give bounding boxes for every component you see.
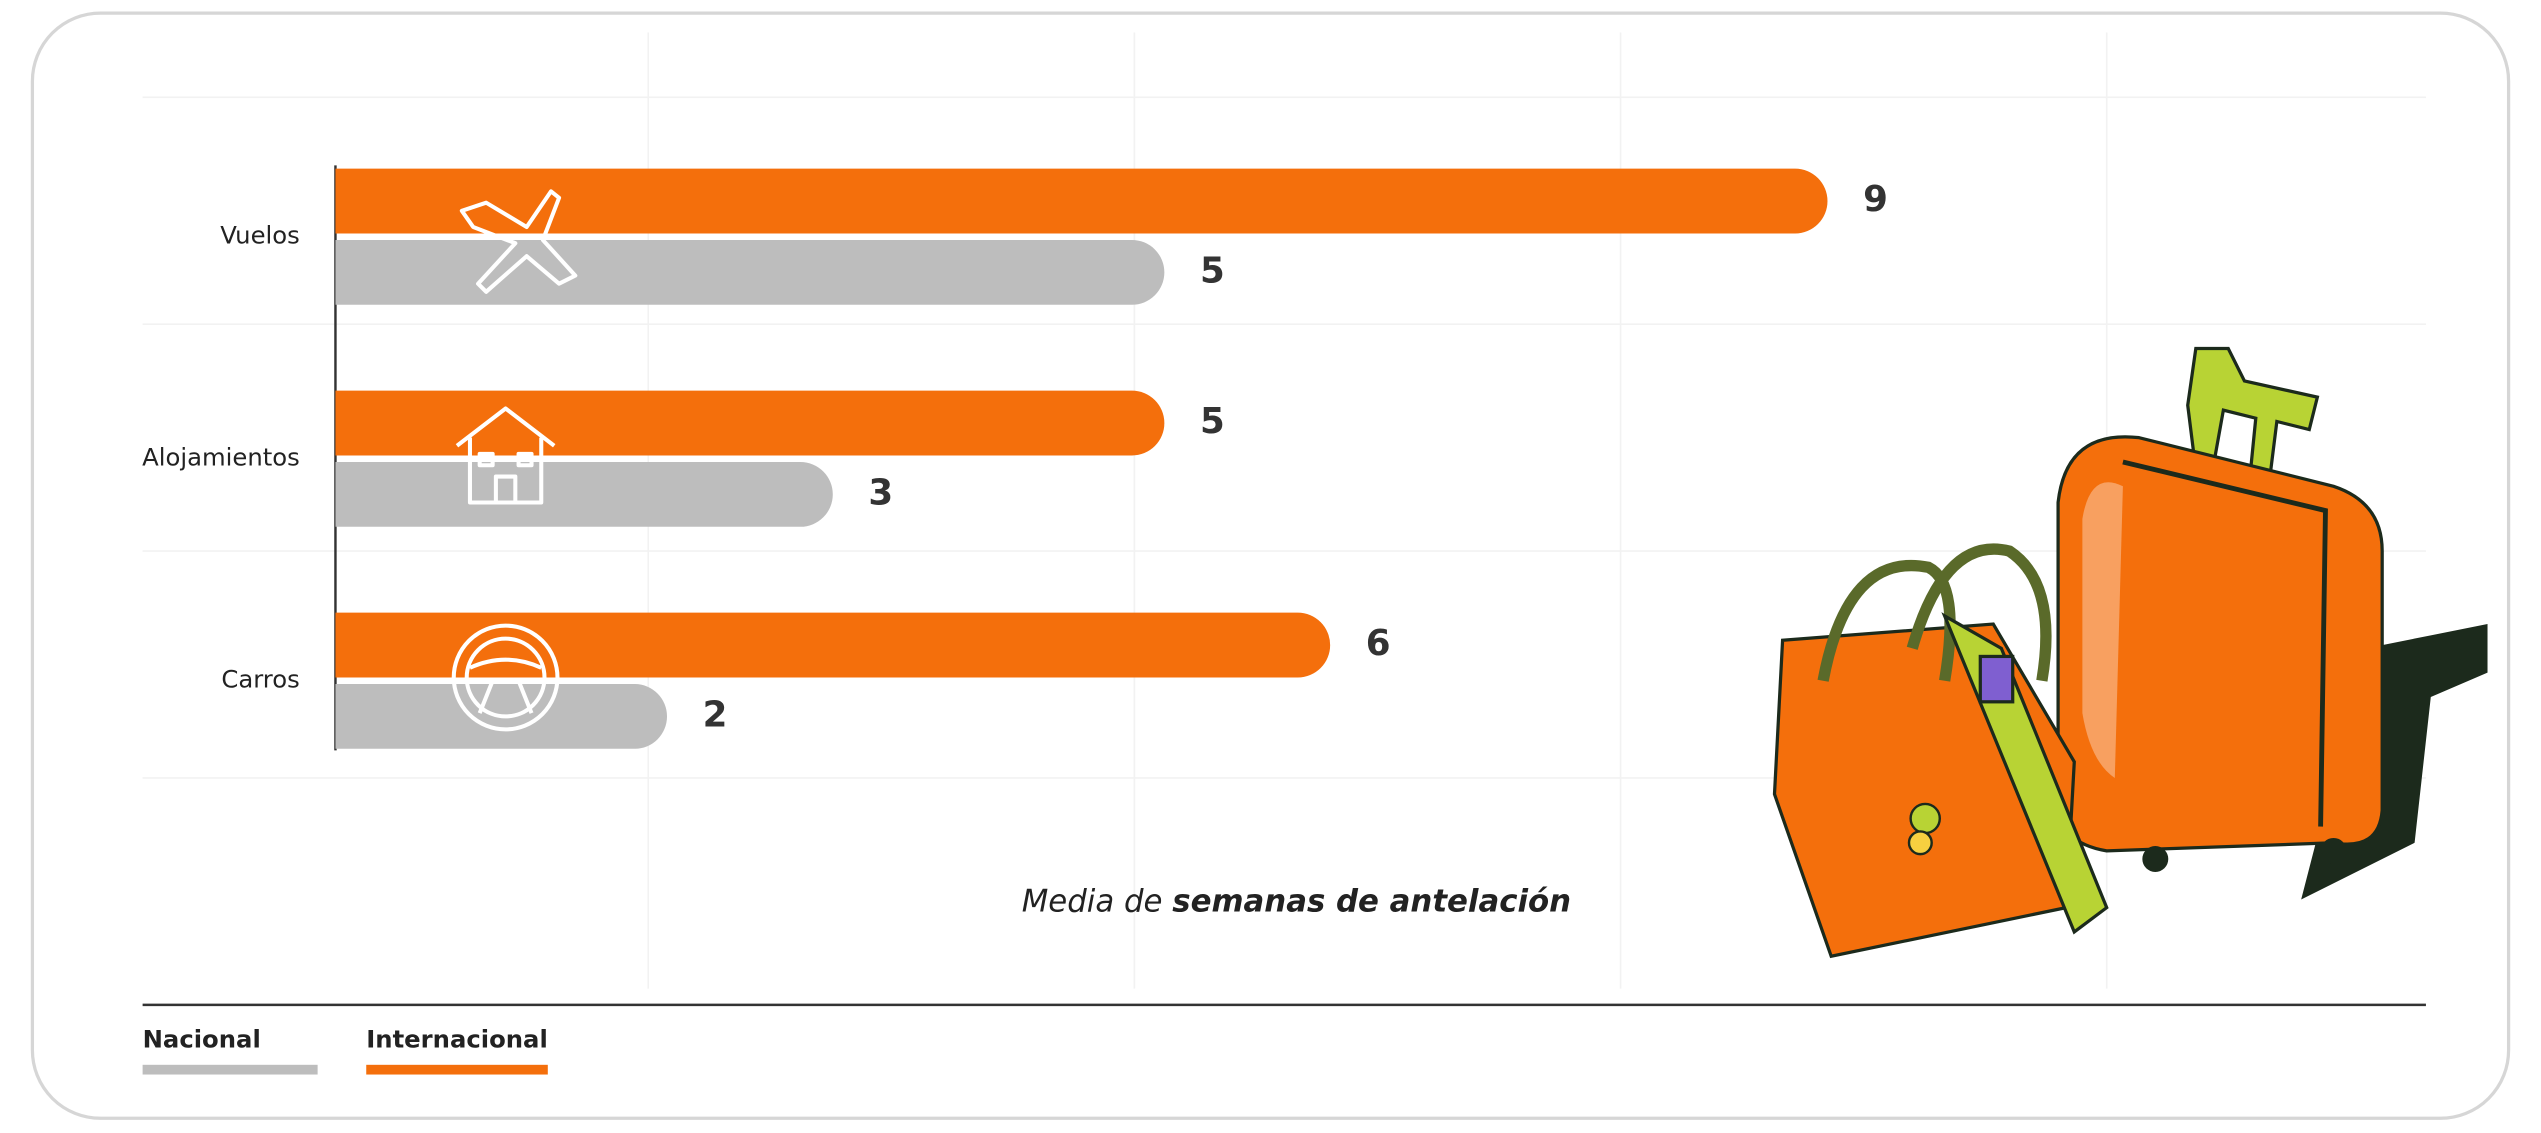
bag-tag [1978,654,2015,704]
value-label: 2 [703,694,728,735]
category-label: Alojamientos [142,443,300,472]
legend-label: Internacional [366,1025,548,1054]
wheel-icon [451,623,560,732]
house-icon [455,406,556,505]
wheel-icon-inner [464,636,547,719]
background-grid [142,32,2426,989]
plane-icon [459,189,578,294]
x-axis-label-part: semanas de antelación [1172,883,1571,919]
value-label: 9 [1863,179,1888,220]
category-label: Carros [221,665,299,694]
value-label: 6 [1366,623,1391,664]
wheel-icon-spokes [469,657,543,714]
value-label: 5 [1200,250,1225,291]
legend-swatch [142,1064,318,1075]
suitcase-highlight [2082,482,2123,778]
legend: Nacional Internacional [142,1025,548,1075]
value-label: 5 [1200,401,1225,442]
icons [451,189,578,732]
luggage-illustration [1772,346,2488,959]
value-label: 3 [868,472,893,513]
bar [335,239,1165,305]
bar [335,612,1331,678]
suitcase-zipper [2122,459,2328,827]
category-label: Vuelos [220,221,300,250]
bar [335,168,1828,234]
x-axis-label: Media de semanas de antelación [1022,883,1571,919]
bar [335,461,833,527]
legend-label: Nacional [143,1025,261,1054]
legend-swatch [366,1064,548,1075]
x-axis-label-part: Media de [1022,883,1163,919]
